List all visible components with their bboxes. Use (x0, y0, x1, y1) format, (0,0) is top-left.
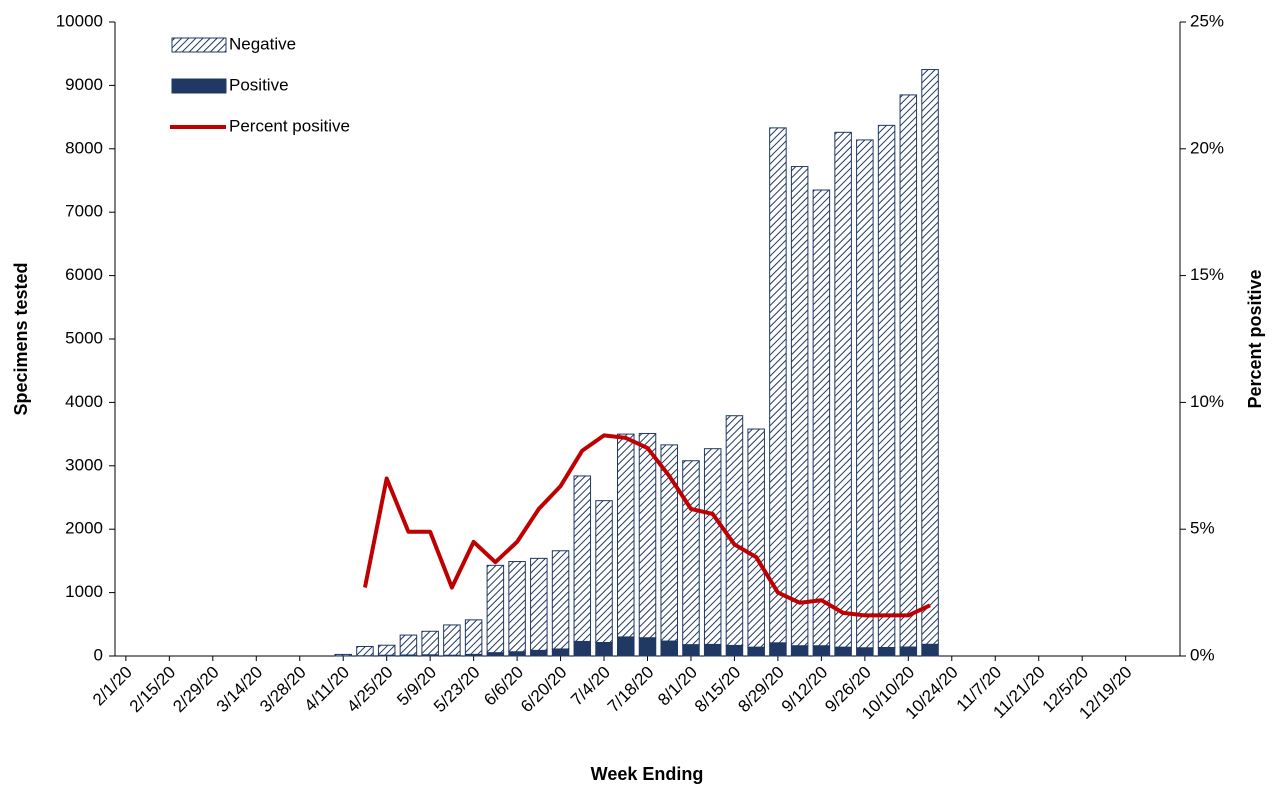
x-tick-label: 3/14/20 (213, 663, 267, 717)
y-tick-label: 7000 (65, 202, 103, 221)
bar (834, 646, 852, 657)
bar (399, 634, 418, 656)
bar (530, 649, 548, 657)
bar (921, 69, 939, 645)
bar (508, 561, 526, 653)
bar (551, 648, 570, 657)
y-tick-label: 9000 (65, 75, 103, 94)
y2-tick-label: 25% (1190, 11, 1224, 30)
bar (812, 645, 831, 657)
y-axis-title: Specimens tested (11, 262, 31, 415)
bar (856, 139, 874, 649)
y-tick-label: 1000 (65, 582, 103, 601)
bar (877, 647, 896, 657)
legend-label: Positive (229, 75, 289, 94)
bar (660, 640, 678, 657)
bar (747, 646, 765, 657)
bar (617, 636, 635, 657)
y-tick-label: 6000 (65, 265, 103, 284)
x-tick-label: 8/15/20 (691, 663, 745, 717)
bar (725, 415, 744, 646)
y2-axis-title: Percent positive (1245, 269, 1265, 408)
bar (443, 624, 461, 656)
bar (377, 644, 396, 656)
y2-tick-label: 0% (1190, 645, 1215, 664)
bar (725, 644, 744, 657)
legend-swatch (171, 37, 227, 53)
legend-label: Negative (229, 34, 296, 53)
bar (790, 166, 809, 647)
bar (899, 646, 918, 657)
bar (486, 652, 505, 657)
x-tick-label: 9/12/20 (778, 663, 832, 717)
x-axis-title: Week Ending (591, 764, 704, 784)
y2-tick-label: 20% (1190, 138, 1224, 157)
bar (573, 640, 592, 657)
bar (682, 460, 700, 646)
bar (856, 647, 874, 657)
bar (877, 124, 896, 649)
y2-tick-label: 10% (1190, 392, 1224, 411)
x-tick-label: 8/29/20 (734, 663, 788, 717)
x-tick-label: 4/11/20 (301, 663, 354, 716)
bar (812, 189, 831, 647)
bar (595, 641, 613, 657)
bar (617, 433, 635, 638)
bar (790, 645, 809, 657)
bar (769, 642, 787, 657)
bar (638, 432, 657, 639)
bar (486, 564, 505, 654)
bar (834, 131, 852, 648)
y2-tick-label: 15% (1190, 265, 1224, 284)
bar (421, 630, 439, 656)
x-tick-label: 3/28/20 (256, 663, 310, 717)
y-tick-label: 10000 (56, 11, 103, 30)
line (362, 433, 931, 618)
bar (682, 644, 700, 657)
bar (660, 444, 678, 642)
bar (356, 645, 374, 657)
bar (638, 637, 657, 657)
bar (921, 643, 939, 657)
bar (747, 428, 765, 648)
y2-tick-label: 5% (1190, 519, 1215, 538)
bar (551, 550, 570, 650)
x-tick-label: 7/18/20 (604, 663, 658, 717)
x-tick-label: 6/20/20 (517, 663, 571, 717)
bar (703, 643, 722, 657)
x-tick-label: 2/15/20 (126, 663, 180, 717)
bar (530, 557, 548, 651)
legend-swatch (171, 78, 227, 94)
bar (703, 448, 722, 645)
y-tick-label: 3000 (65, 455, 103, 474)
x-tick-label: 2/29/20 (169, 663, 223, 717)
y-tick-label: 2000 (65, 519, 103, 538)
legend-label: Percent positive (229, 116, 350, 135)
bar (769, 127, 787, 644)
bar (334, 653, 352, 657)
x-tick-label: 5/23/20 (430, 663, 484, 717)
bar (899, 94, 918, 648)
y-tick-label: 8000 (65, 138, 103, 157)
bar (573, 475, 592, 642)
bar (508, 651, 526, 657)
bar (595, 500, 613, 643)
y-tick-label: 4000 (65, 392, 103, 411)
y-tick-label: 0 (94, 645, 103, 664)
x-tick-label: 4/25/20 (343, 663, 397, 717)
bar (464, 619, 483, 655)
y-tick-label: 5000 (65, 328, 103, 347)
